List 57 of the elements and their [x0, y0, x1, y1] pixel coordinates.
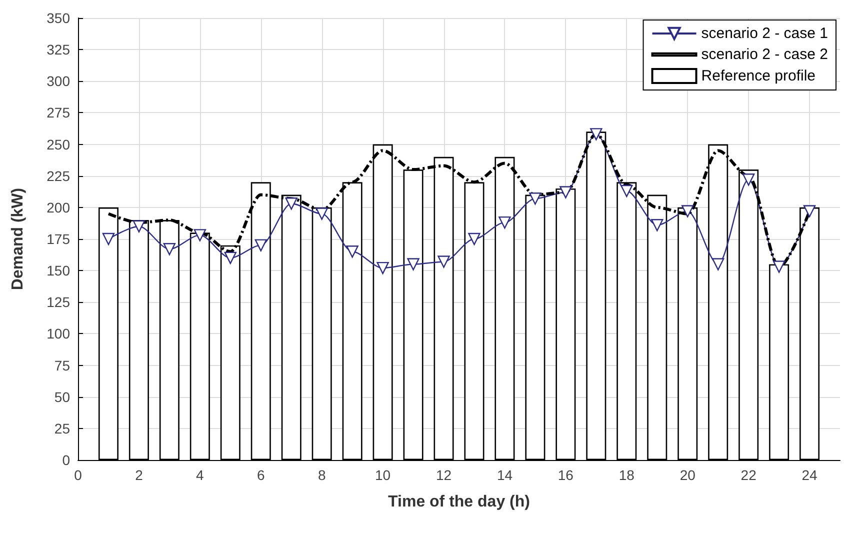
- y-tick-label: 325: [46, 42, 70, 58]
- point: [742, 174, 755, 186]
- x-tick-label: 20: [680, 467, 696, 483]
- x-axis-title: Time of the day (h): [388, 494, 530, 510]
- x-tick-label: 8: [318, 467, 326, 483]
- legend-label: Reference profile: [701, 68, 816, 84]
- point: [651, 219, 664, 232]
- point: [102, 232, 115, 246]
- point: [407, 258, 420, 270]
- x-tick-label: 14: [496, 467, 513, 483]
- point: [132, 220, 146, 232]
- point: [163, 243, 176, 256]
- y-tick-label: 150: [46, 262, 70, 279]
- x-tick-label: 22: [740, 467, 757, 483]
- y-tick-label: 250: [46, 136, 70, 152]
- point: [682, 205, 694, 218]
- x-tick-label: 4: [196, 467, 204, 483]
- x-tick-label: 0: [74, 467, 82, 483]
- y-tick-label: 125: [46, 294, 70, 310]
- point: [772, 260, 786, 273]
- y-tick-label: 0: [62, 452, 70, 468]
- y-tick-label: 200: [46, 199, 70, 216]
- x-tick-label: 2: [135, 467, 144, 483]
- y-tick-label: 300: [46, 73, 70, 90]
- y-tick-label: 25: [54, 420, 70, 436]
- point: [803, 205, 816, 218]
- y-tick-label: 350: [46, 10, 70, 26]
- point: [468, 232, 480, 246]
- y-tick-label: 275: [46, 104, 70, 121]
- point: [376, 262, 389, 274]
- x-tick-label: 10: [375, 467, 391, 483]
- y-tick-label: 75: [54, 357, 70, 374]
- point: [194, 229, 206, 242]
- point: [285, 198, 298, 210]
- legend-label: scenario 2 - case 2: [701, 46, 828, 63]
- x-tick-label: 16: [558, 467, 574, 483]
- point: [224, 252, 236, 264]
- point: [254, 239, 267, 252]
- y-tick-label: 175: [46, 231, 70, 247]
- point: [346, 246, 358, 258]
- point: [498, 216, 511, 229]
- y-axis-title: Demand (kW): [10, 188, 26, 290]
- point: [529, 192, 542, 205]
- point: [560, 186, 572, 198]
- x-tick-label: 18: [618, 467, 635, 483]
- point: [590, 128, 602, 140]
- point: [316, 208, 328, 220]
- x-tick-label: 12: [436, 467, 452, 483]
- y-tick-label: 225: [46, 168, 70, 184]
- point: [712, 258, 724, 270]
- x-tick-label: 6: [256, 467, 265, 483]
- x-tick-label: 24: [802, 467, 818, 483]
- point: [620, 184, 633, 198]
- legend-label: scenario 2 - case 1: [701, 25, 828, 42]
- point: [438, 256, 450, 268]
- y-tick-label: 50: [54, 388, 70, 405]
- y-tick-label: 100: [46, 326, 70, 342]
